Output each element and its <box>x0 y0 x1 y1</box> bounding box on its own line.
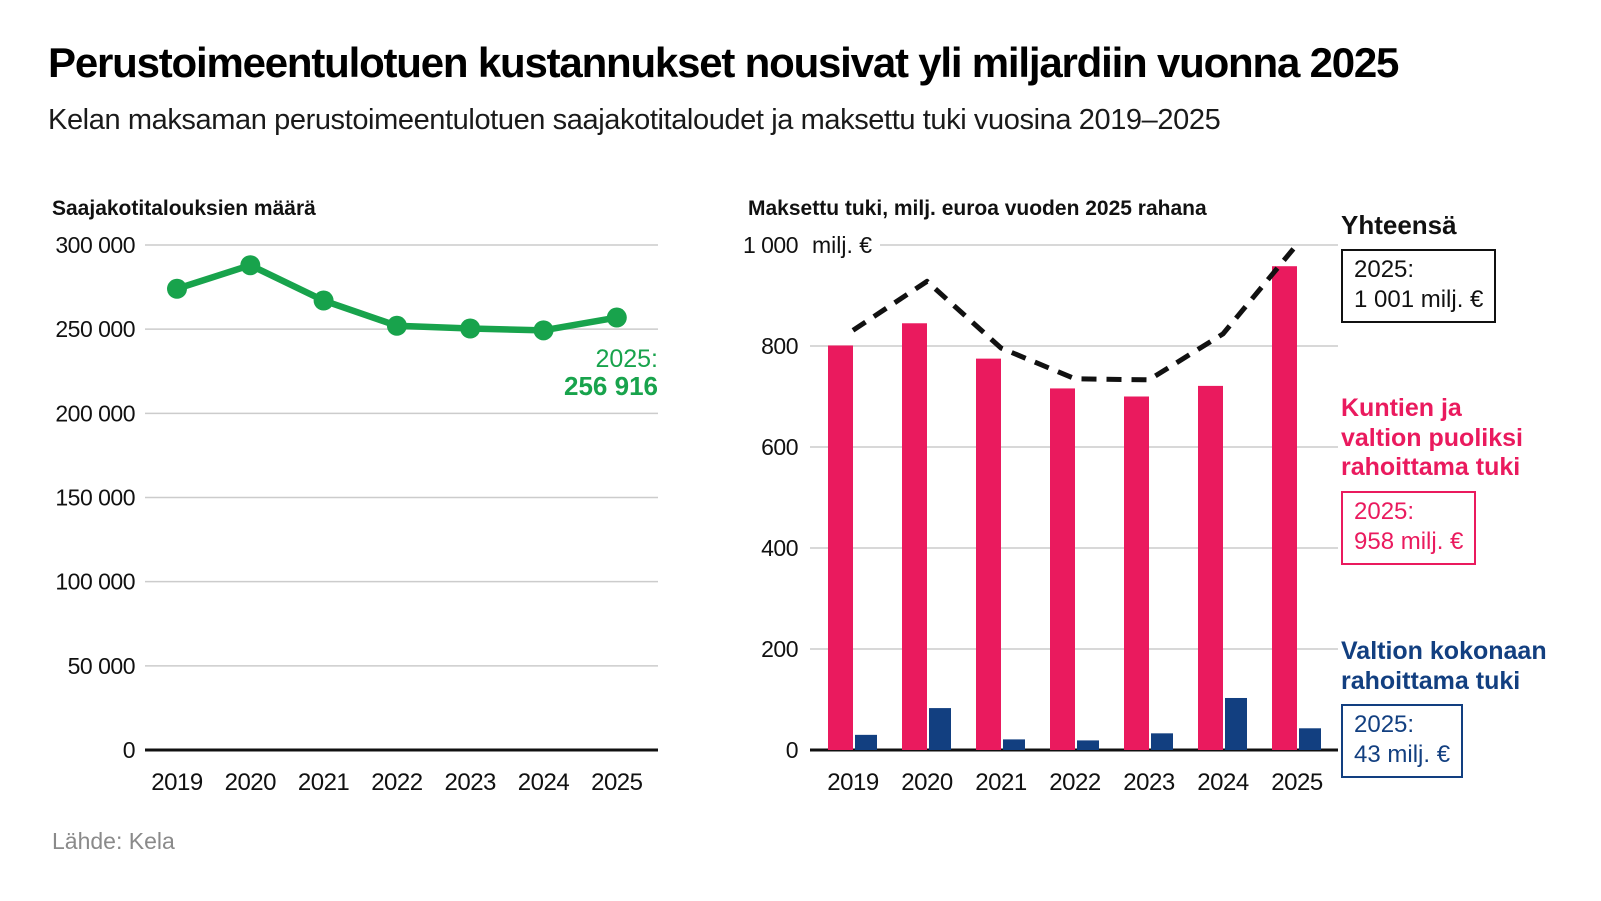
legend-state: Valtion kokonaan rahoittama tuki 2025: 4… <box>1341 637 1601 778</box>
legend-total-heading: Yhteensä <box>1341 210 1457 240</box>
paid-support-chart-title: Maksettu tuki, milj. euroa vuoden 2025 r… <box>748 197 1207 220</box>
y-tick-label: 0 <box>786 737 798 763</box>
y-tick-label: 400 <box>761 535 798 561</box>
legend-municipal-heading: Kuntien ja valtion puoliksi rahoittama t… <box>1341 394 1601 483</box>
municipal-state-bar <box>1272 266 1297 750</box>
legend-municipal-year: 2025: <box>1354 497 1415 525</box>
municipal-state-bar <box>1198 385 1223 750</box>
legend-total-value: 1 001 milj. € <box>1354 285 1484 313</box>
municipal-state-bar <box>976 358 1001 750</box>
households-chart-title: Saajakotitalouksien määrä <box>52 197 316 220</box>
households-annotation-value: 256 916 <box>564 371 658 401</box>
state-funded-bar <box>929 708 951 750</box>
paid-support-bar-chart: 0 200 400 600 800 1 000 milj. € 2019 2020 2021 202… <box>743 232 1338 796</box>
households-point <box>386 315 407 336</box>
page-title: Perustoimeentulotuen kustannukset nousiv… <box>48 39 1399 86</box>
municipal-state-bar <box>828 345 853 750</box>
x-tick-label: 2021 <box>975 769 1027 796</box>
x-tick-label: 2022 <box>371 769 423 796</box>
x-tick-label: 2020 <box>225 769 277 796</box>
state-funded-bar <box>1151 733 1173 750</box>
legend-state-box: 2025: 43 milj. € <box>1341 704 1464 778</box>
x-tick-label: 2023 <box>1123 769 1175 796</box>
households-point <box>167 278 187 299</box>
total-dashed-line <box>851 242 1299 383</box>
page-subtitle: Kelan maksaman perustoimeentulotuen saaj… <box>48 104 1221 136</box>
legend-municipal-heading-line3: rahoittama tuki <box>1341 453 1521 481</box>
state-funded-bar <box>1077 740 1099 750</box>
x-tick-label: 2022 <box>1049 769 1101 796</box>
municipal-state-bar <box>1124 396 1149 750</box>
x-tick-label: 2023 <box>445 769 497 796</box>
legend-total: Yhteensä 2025: 1 001 milj. € <box>1341 210 1601 323</box>
legend-state-heading: Valtion kokonaan rahoittama tuki <box>1341 637 1601 696</box>
municipal-state-bar <box>902 323 927 750</box>
y-tick-label: 600 <box>761 434 798 460</box>
x-tick-label: 2024 <box>1197 769 1249 796</box>
unit-label: milj. € <box>812 232 872 258</box>
x-tick-label: 2024 <box>518 769 570 796</box>
x-tick-label: 2025 <box>1271 769 1323 796</box>
legend-municipal: Kuntien ja valtion puoliksi rahoittama t… <box>1341 394 1601 565</box>
y-tick-label: 300 000 <box>55 232 135 258</box>
state-funded-bar <box>855 734 877 750</box>
x-tick-label: 2019 <box>151 769 203 796</box>
households-point <box>240 255 261 276</box>
y-tick-label: 100 000 <box>55 569 135 595</box>
state-funded-bar <box>1299 728 1321 750</box>
y-tick-label: 1 000 <box>743 232 798 258</box>
legend-municipal-heading-line1: Kuntien ja <box>1341 394 1462 422</box>
x-tick-label: 2019 <box>827 769 879 796</box>
legend-state-value: 43 milj. € <box>1354 741 1451 768</box>
legend-municipal-box: 2025: 958 milj. € <box>1341 490 1477 565</box>
x-tick-label: 2020 <box>901 769 953 796</box>
households-point <box>313 290 334 311</box>
legend-total-year: 2025: <box>1354 255 1415 283</box>
y-tick-label: 200 <box>761 636 798 662</box>
y-tick-label: 250 000 <box>55 316 135 342</box>
y-tick-label: 150 000 <box>55 485 135 511</box>
legend-state-heading-line2: rahoittama tuki <box>1341 666 1521 695</box>
legend-municipal-heading-line2: valtion puoliksi <box>1341 423 1523 452</box>
households-line-chart: 0 50 000 100 000 150 000 200 000 250 000 300 0… <box>55 232 658 796</box>
legend-state-year: 2025: <box>1354 711 1415 738</box>
legend-total-box: 2025: 1 001 milj. € <box>1341 248 1497 323</box>
municipal-state-bar <box>1050 388 1075 750</box>
y-tick-label: 800 <box>761 333 798 359</box>
state-funded-bar <box>1003 739 1025 750</box>
y-tick-label: 50 000 <box>68 653 135 679</box>
legend-state-heading-line1: Valtion kokonaan <box>1341 637 1547 665</box>
households-point <box>533 320 554 341</box>
households-point <box>460 318 481 339</box>
y-tick-label: 200 000 <box>55 400 135 426</box>
state-funded-bar <box>1225 697 1247 750</box>
households-point <box>606 307 627 328</box>
legend-municipal-value: 958 milj. € <box>1354 527 1464 555</box>
source-label: Lähde: Kela <box>52 828 175 854</box>
y-tick-label: 0 <box>123 737 135 763</box>
households-annotation-year: 2025: <box>595 345 658 373</box>
x-tick-label: 2021 <box>298 769 350 796</box>
x-tick-label: 2025 <box>591 769 643 796</box>
